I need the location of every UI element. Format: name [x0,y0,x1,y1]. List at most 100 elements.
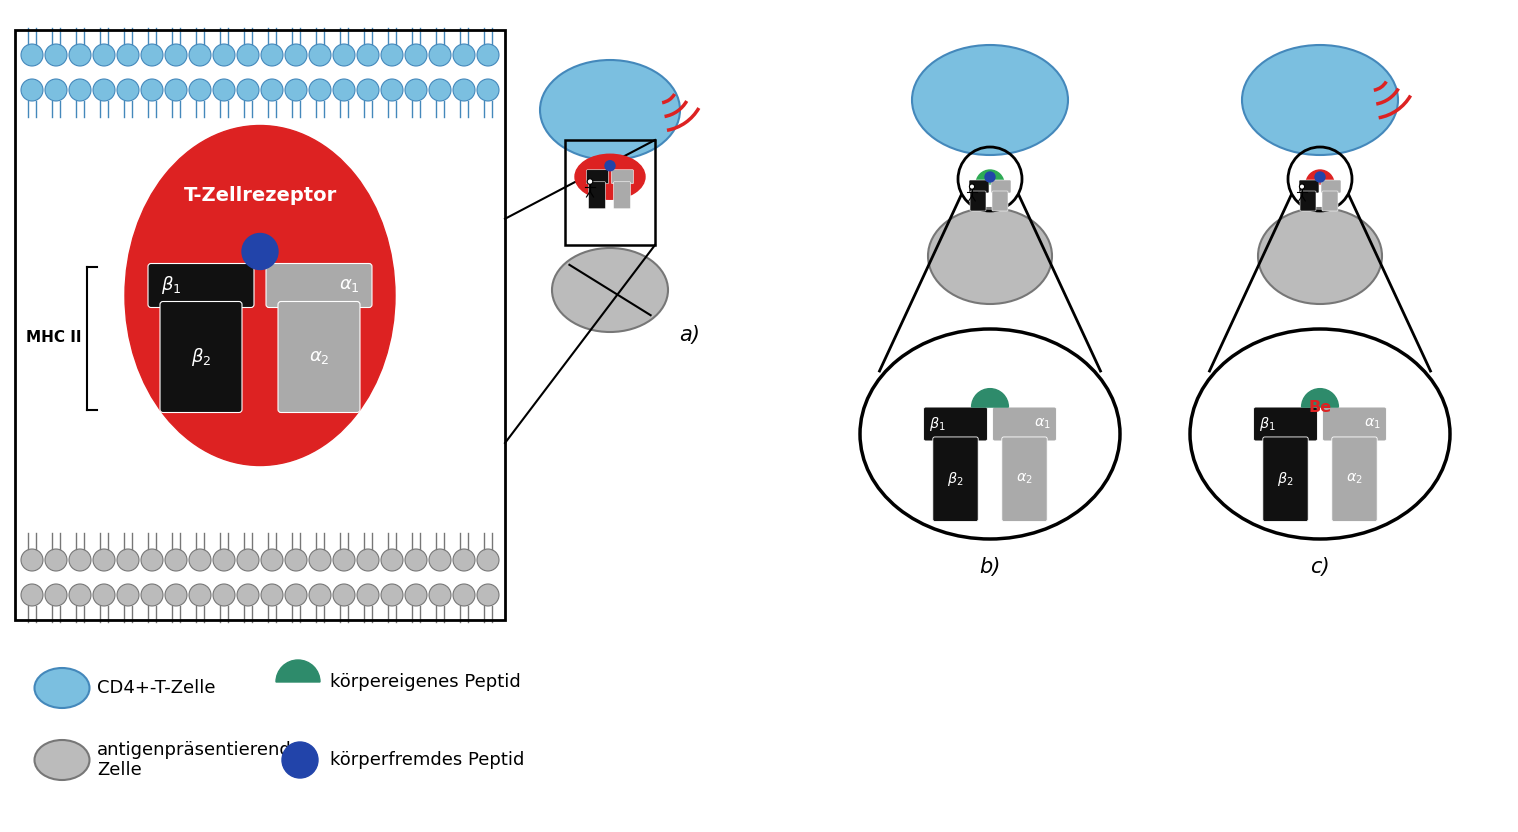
FancyBboxPatch shape [970,191,987,211]
Circle shape [357,584,380,606]
Circle shape [452,549,475,571]
Circle shape [310,584,331,606]
Wedge shape [976,170,1003,184]
Wedge shape [1305,170,1334,184]
Circle shape [357,549,380,571]
Circle shape [117,584,140,606]
FancyBboxPatch shape [993,407,1057,441]
Ellipse shape [540,60,680,160]
Ellipse shape [553,248,668,332]
Wedge shape [972,389,1008,407]
Text: $\beta_2$: $\beta_2$ [1277,470,1293,488]
Circle shape [1315,172,1325,182]
FancyBboxPatch shape [612,170,633,184]
Ellipse shape [35,740,90,780]
Text: $\alpha_2$: $\alpha_2$ [308,348,329,366]
Circle shape [261,584,282,606]
Wedge shape [276,660,320,682]
Text: $\alpha_2$: $\alpha_2$ [1346,472,1363,487]
Circle shape [1299,184,1304,189]
FancyBboxPatch shape [266,264,372,308]
Circle shape [261,549,282,571]
Circle shape [141,44,162,66]
Text: b): b) [979,557,1000,577]
Ellipse shape [927,208,1052,304]
Ellipse shape [124,126,395,465]
Circle shape [970,184,975,189]
Circle shape [405,584,427,606]
Circle shape [213,584,235,606]
Circle shape [332,44,355,66]
FancyBboxPatch shape [1263,437,1309,522]
FancyBboxPatch shape [159,301,241,413]
Circle shape [477,79,499,101]
FancyBboxPatch shape [278,301,360,413]
Circle shape [430,79,451,101]
Circle shape [190,584,211,606]
Circle shape [21,44,43,66]
FancyBboxPatch shape [932,437,978,522]
Bar [565,140,654,245]
FancyBboxPatch shape [991,191,1008,211]
Circle shape [261,79,282,101]
Circle shape [165,79,187,101]
Circle shape [285,584,307,606]
FancyBboxPatch shape [968,180,990,193]
Circle shape [587,179,594,185]
FancyBboxPatch shape [1322,407,1386,441]
Circle shape [381,584,402,606]
FancyBboxPatch shape [1299,191,1316,211]
Circle shape [68,549,91,571]
Text: $\beta_1$: $\beta_1$ [1258,415,1275,433]
Circle shape [68,79,91,101]
Circle shape [190,549,211,571]
Circle shape [285,79,307,101]
Circle shape [21,584,43,606]
Circle shape [237,44,260,66]
Text: $\beta_1$: $\beta_1$ [161,275,181,296]
Circle shape [93,44,115,66]
FancyBboxPatch shape [147,264,254,308]
Text: T-Zellrezeptor: T-Zellrezeptor [184,186,337,205]
Circle shape [405,549,427,571]
Circle shape [237,584,260,606]
Circle shape [985,172,994,182]
Circle shape [117,44,140,66]
Circle shape [430,44,451,66]
Text: $\alpha_2$: $\alpha_2$ [1016,472,1032,487]
Circle shape [285,44,307,66]
Circle shape [237,79,260,101]
Circle shape [430,549,451,571]
FancyBboxPatch shape [923,407,987,441]
Circle shape [310,79,331,101]
Ellipse shape [1242,45,1398,155]
Ellipse shape [35,668,90,708]
Circle shape [21,79,43,101]
Text: Be: Be [1309,399,1331,414]
FancyBboxPatch shape [1321,180,1340,193]
Text: c): c) [1310,557,1330,577]
FancyBboxPatch shape [1299,180,1319,193]
Circle shape [357,79,380,101]
Text: $\beta_2$: $\beta_2$ [191,346,211,368]
Bar [15,30,505,620]
Circle shape [381,549,402,571]
Circle shape [452,44,475,66]
Circle shape [68,584,91,606]
Text: CD4+-T-Zelle: CD4+-T-Zelle [97,679,216,697]
Text: $\alpha_1$: $\alpha_1$ [339,276,360,295]
Circle shape [117,549,140,571]
Circle shape [141,584,162,606]
Circle shape [477,44,499,66]
Circle shape [381,79,402,101]
Circle shape [261,44,282,66]
Text: $\beta_1$: $\beta_1$ [929,415,946,433]
Text: $\beta_2$: $\beta_2$ [947,470,964,488]
Circle shape [310,44,331,66]
Circle shape [237,549,260,571]
Circle shape [141,79,162,101]
Circle shape [332,79,355,101]
Circle shape [165,549,187,571]
Circle shape [93,79,115,101]
FancyBboxPatch shape [1331,437,1377,522]
